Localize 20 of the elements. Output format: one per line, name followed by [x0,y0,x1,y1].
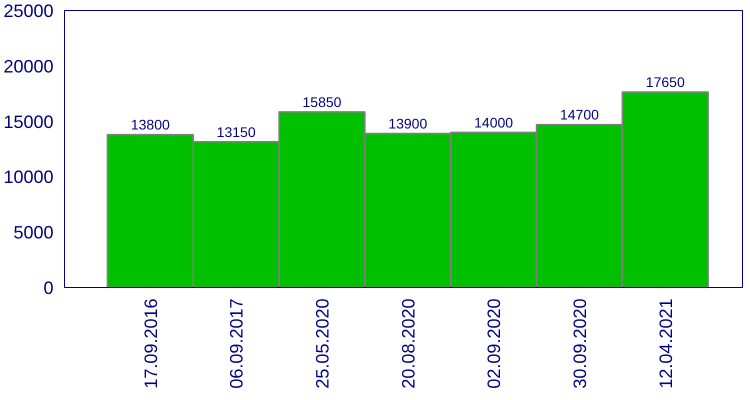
x-tick-label: 25.05.2020 [312,298,332,389]
y-tick-label: 5000 [13,222,54,243]
y-tick-label: 25000 [3,1,54,21]
x-tick-label: 17.09.2016 [140,298,161,389]
x-tick-label: 02.09.2020 [484,298,504,389]
x-tick-label: 06.09.2017 [226,298,247,389]
data-label: 13900 [388,115,428,132]
data-label: 14700 [560,106,600,123]
x-tick-label: 30.09.2020 [570,298,590,389]
y-tick-label: 10000 [3,167,54,188]
y-tick-label: 0 [43,278,54,298]
data-label: 13800 [130,116,170,133]
y-tick-label: 20000 [3,56,54,76]
data-label: 14000 [474,114,514,130]
x-tick-label: 20.08.2020 [398,298,418,389]
data-label: 15850 [302,94,342,110]
data-label: 17650 [646,74,685,90]
x-tick-label: 12.04.2021 [656,298,676,389]
y-tick-label: 15000 [3,112,54,132]
data-label: 13150 [216,124,256,140]
